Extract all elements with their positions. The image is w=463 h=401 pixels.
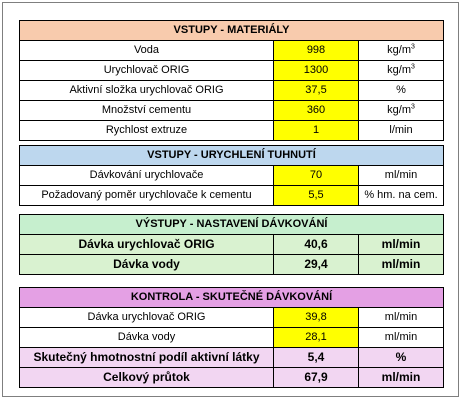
urychleni-value-input[interactable]: 5,5: [273, 185, 359, 206]
kontrola-label: Skutečný hmotnostní podíl aktivní látky: [19, 347, 274, 368]
material-unit: kg/m3: [357, 60, 445, 81]
table-row: Urychlovač ORIG 1300 kg/m3: [19, 60, 445, 81]
material-label: Urychlovač ORIG: [19, 60, 274, 81]
materialy-header: VSTUPY - MATERIÁLY: [18, 20, 445, 41]
vystupy-label: Dávka vody: [19, 254, 274, 275]
material-unit: kg/m3: [357, 100, 445, 121]
table-row: Množství cementu 360 kg/m3: [19, 100, 445, 121]
kontrola-unit: ml/min: [358, 307, 444, 328]
vystupy-header: VÝSTUPY - NASTAVENÍ DÁVKOVÁNÍ: [18, 214, 445, 235]
material-value-input[interactable]: 37,5: [273, 80, 359, 101]
material-value-input[interactable]: 1: [273, 120, 359, 141]
material-label: Množství cementu: [19, 100, 274, 121]
kontrola-table: KONTROLA - SKUTEČNÉ DÁVKOVÁNÍ Dávka uryc…: [19, 287, 444, 388]
kontrola-value: 67,9: [273, 367, 359, 388]
table-row: Dávkování urychlovače 70 ml/min: [19, 165, 444, 186]
table-row: Aktivní složka urychlovač ORIG 37,5 %: [19, 80, 445, 101]
urychleni-label: Požadovaný poměr urychlovače k cementu: [19, 185, 274, 206]
vystupy-label: Dávka urychlovač ORIG: [19, 234, 274, 255]
material-label: Aktivní složka urychlovač ORIG: [19, 80, 274, 101]
kontrola-header: KONTROLA - SKUTEČNÉ DÁVKOVÁNÍ: [19, 287, 444, 308]
table-row: Celkový průtok 67,9 ml/min: [19, 367, 444, 388]
kontrola-value-input[interactable]: 39,8: [273, 307, 359, 328]
kontrola-value: 5,4: [273, 347, 359, 368]
vystupy-unit: ml/min: [357, 254, 445, 275]
table-row: Voda 998 kg/m3: [19, 40, 445, 61]
table-row: Rychlost extruze 1 l/min: [19, 120, 445, 141]
material-label: Rychlost extruze: [19, 120, 274, 141]
material-value-input[interactable]: 360: [273, 100, 359, 121]
material-value-input[interactable]: 998: [273, 40, 359, 61]
materialy-table: VSTUPY - MATERIÁLY Voda 998 kg/m3 Urychl…: [18, 20, 445, 141]
table-row: Požadovaný poměr urychlovače k cementu 5…: [19, 185, 444, 206]
urychleni-unit: ml/min: [358, 165, 444, 186]
urychleni-unit: % hm. na cem.: [358, 185, 444, 206]
vystupy-table: VÝSTUPY - NASTAVENÍ DÁVKOVÁNÍ Dávka uryc…: [18, 214, 445, 275]
kontrola-value-input[interactable]: 28,1: [273, 327, 359, 348]
material-label: Voda: [19, 40, 274, 61]
vystupy-value: 40,6: [273, 234, 359, 255]
urychleni-header: VSTUPY - URYCHLENÍ TUHNUTÍ: [19, 145, 444, 166]
material-unit: kg/m3: [357, 40, 445, 61]
vystupy-unit: ml/min: [357, 234, 445, 255]
material-value-input[interactable]: 1300: [273, 60, 359, 81]
table-row: Dávka urychlovač ORIG 39,8 ml/min: [19, 307, 444, 328]
urychleni-table: VSTUPY - URYCHLENÍ TUHNUTÍ Dávkování ury…: [19, 145, 444, 206]
vystupy-value: 29,4: [273, 254, 359, 275]
table-row: Dávka vody 29,4 ml/min: [19, 254, 445, 275]
kontrola-label: Celkový průtok: [19, 367, 274, 388]
table-row: Dávka urychlovač ORIG 40,6 ml/min: [19, 234, 445, 255]
kontrola-unit: %: [358, 347, 444, 368]
material-unit: l/min: [357, 120, 445, 141]
kontrola-unit: ml/min: [358, 327, 444, 348]
table-row: Dávka vody 28,1 ml/min: [19, 327, 444, 348]
kontrola-unit: ml/min: [358, 367, 444, 388]
kontrola-label: Dávka urychlovač ORIG: [19, 307, 274, 328]
material-unit: %: [357, 80, 445, 101]
urychleni-label: Dávkování urychlovače: [19, 165, 274, 186]
kontrola-label: Dávka vody: [19, 327, 274, 348]
urychleni-value-input[interactable]: 70: [273, 165, 359, 186]
table-row: Skutečný hmotnostní podíl aktivní látky …: [19, 347, 444, 368]
